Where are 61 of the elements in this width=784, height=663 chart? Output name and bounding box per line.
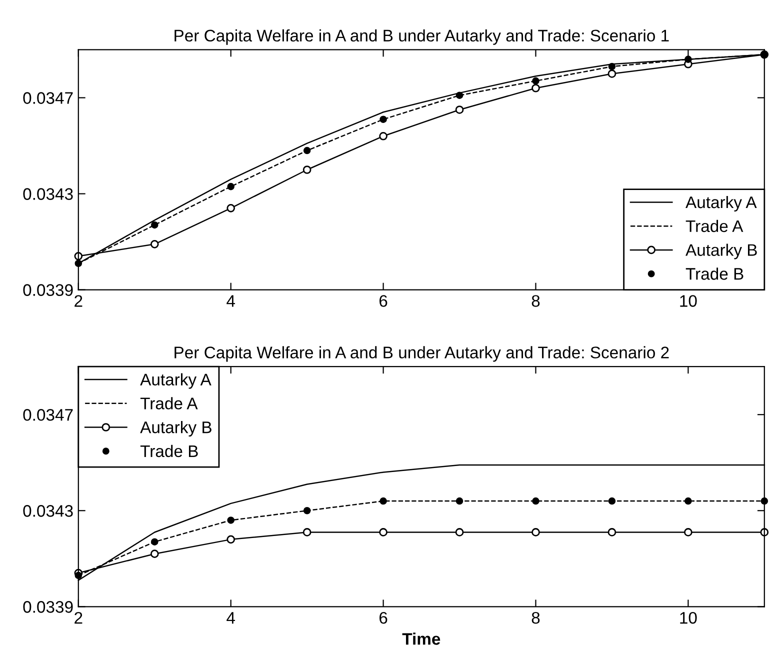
x-tick-label: 4 bbox=[226, 612, 235, 624]
point bbox=[303, 146, 311, 154]
x-tick-label: 6 bbox=[380, 295, 388, 307]
point bbox=[455, 106, 464, 114]
y-tick-label: 0.0343 bbox=[23, 188, 73, 200]
point bbox=[684, 497, 692, 505]
point bbox=[303, 506, 311, 514]
point bbox=[760, 497, 768, 505]
point bbox=[226, 535, 236, 544]
x-tick-label: 10 bbox=[680, 295, 697, 307]
point bbox=[227, 516, 234, 524]
point bbox=[684, 56, 692, 63]
point bbox=[532, 528, 540, 536]
legend-label: Trade A bbox=[140, 397, 198, 410]
chart-title: Per Capita Welfare in A and B under Autarky and Trade: Scenario 1 bbox=[174, 29, 669, 45]
point bbox=[150, 221, 158, 229]
x-tick-label: 2 bbox=[74, 612, 82, 624]
point bbox=[380, 116, 387, 123]
legend-label: Autarky A bbox=[140, 373, 212, 389]
legend-label: Autarky A bbox=[686, 196, 757, 212]
x-tick-label: 4 bbox=[226, 295, 235, 307]
point bbox=[226, 204, 236, 212]
point bbox=[74, 572, 82, 580]
point bbox=[380, 497, 387, 505]
point bbox=[379, 132, 388, 140]
x-tick-label: 8 bbox=[532, 295, 540, 307]
y-tick-label: 0.0343 bbox=[23, 505, 73, 517]
y-tick-label: 0.0347 bbox=[23, 92, 73, 104]
point bbox=[456, 92, 464, 99]
y-tick-label: 0.0339 bbox=[23, 284, 73, 296]
x-tick-label: 10 bbox=[680, 612, 697, 624]
point bbox=[455, 528, 464, 536]
point bbox=[150, 538, 158, 546]
x-tick-label: 8 bbox=[532, 612, 540, 624]
point bbox=[532, 84, 540, 92]
y-tick-label: 0.0339 bbox=[23, 601, 73, 613]
legend-label: Trade B bbox=[140, 444, 198, 458]
x-tick-label: 6 bbox=[380, 612, 388, 624]
x-tick-label: 2 bbox=[74, 295, 82, 307]
point bbox=[227, 182, 234, 190]
point bbox=[532, 77, 540, 85]
point bbox=[608, 70, 616, 78]
point bbox=[379, 528, 388, 536]
point bbox=[608, 62, 616, 70]
legend-label: Trade B bbox=[686, 268, 744, 280]
point bbox=[608, 528, 616, 536]
point bbox=[532, 497, 540, 505]
chart-title: Per Capita Welfare in A and B under Autarky and Trade: Scenario 2 bbox=[174, 346, 669, 362]
legend-label: Trade A bbox=[686, 220, 744, 232]
point bbox=[302, 528, 312, 536]
point bbox=[302, 166, 312, 174]
point bbox=[608, 497, 616, 505]
legend-label: Autarky B bbox=[686, 244, 757, 260]
point bbox=[150, 550, 159, 558]
legend-label: Autarky B bbox=[140, 421, 212, 437]
point bbox=[684, 528, 692, 536]
point bbox=[74, 260, 82, 268]
y-tick-label: 0.0347 bbox=[23, 409, 73, 421]
point bbox=[456, 497, 464, 505]
x-axis-title: Time bbox=[402, 632, 440, 645]
point bbox=[150, 240, 159, 248]
